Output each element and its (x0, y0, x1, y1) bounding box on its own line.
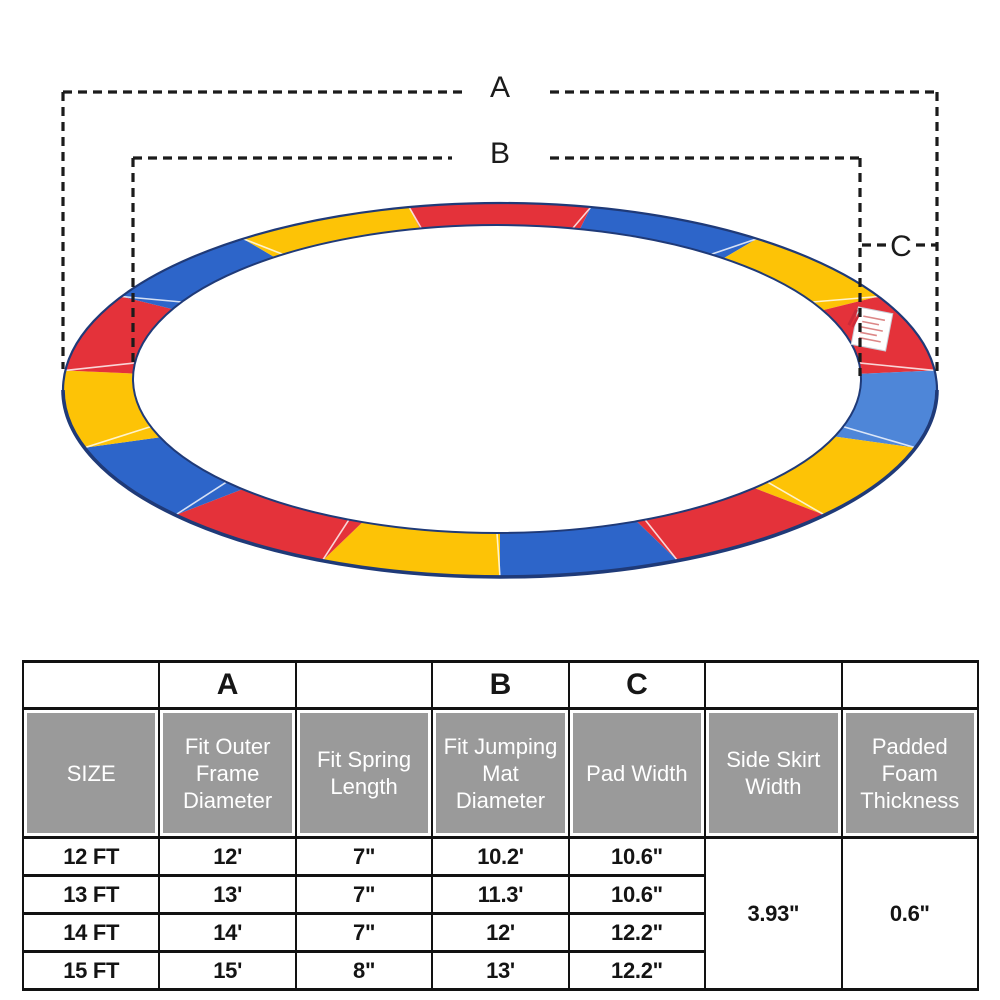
letter-cell-c: C (567, 660, 707, 710)
letter-cell-a: A (158, 660, 297, 710)
cell-mat-diameter: 10.2' (431, 836, 570, 877)
cell-spring-length: 7" (294, 874, 434, 915)
column-header-size: SIZE (21, 707, 161, 839)
column-header-padded-foam-thickness: Padded Foam Thickness (840, 707, 980, 839)
table-row-12ft: 12 FT 12' 7" 10.2' 10.6" 3.93" 0.6" (21, 836, 980, 991)
tag-text-line (861, 326, 883, 332)
cell-mat-diameter: 12' (431, 912, 570, 953)
dimension-label-a: A (490, 71, 510, 104)
segment-seam (858, 362, 935, 372)
tag-text-line (858, 336, 881, 343)
segment-seam (321, 519, 350, 562)
cell-spring-length: 7" (294, 912, 434, 953)
segment-seam (174, 481, 227, 516)
cell-pad-width: 10.6" (567, 874, 707, 915)
segment-seam (496, 532, 501, 578)
letter-cell-blank (704, 660, 843, 710)
table-row-14ft: 14 FT 14' 7" 12' 12.2" (21, 912, 978, 953)
cell-pad-width: 10.6" (567, 836, 707, 877)
cell-size: 14 FT (21, 912, 161, 953)
column-header-row: SIZE Fit Outer Frame Diameter Fit Spring… (21, 707, 980, 839)
column-header-mat-diameter: Fit Jumping Mat Diameter (431, 707, 570, 839)
segment-seam (242, 237, 284, 256)
dimension-label-b: B (490, 137, 510, 170)
cell-padded-foam-thickness: 0.6" (840, 836, 980, 991)
pad-bottom-edge (61, 389, 939, 579)
segment-seam (812, 295, 879, 303)
pad-inner-edge (132, 224, 862, 534)
cell-pad-width: 12.2" (567, 950, 707, 991)
letter-cell-blank (840, 660, 980, 710)
tag-text-line (863, 315, 886, 322)
table-row-13ft: 13 FT 13' 7" 11.3' 10.6" (21, 874, 978, 915)
cell-outer-frame: 12' (158, 836, 297, 877)
letter-cell-blank (294, 660, 434, 710)
cell-outer-frame: 13' (158, 874, 297, 915)
segment-seam (65, 362, 136, 372)
column-header-spring-length: Fit Spring Length (294, 707, 434, 839)
spec-table: A B C SIZE Fit Outer Frame Diameter Fit … (21, 660, 980, 991)
cell-size: 12 FT (21, 836, 161, 877)
cell-mat-diameter: 13' (431, 950, 570, 991)
tag-red-stripe (847, 309, 858, 326)
pad-inner-hole (133, 225, 861, 533)
cell-outer-frame: 15' (158, 950, 297, 991)
cell-spring-length: 7" (294, 836, 434, 877)
segment-seam (644, 519, 679, 562)
segment-seam (710, 237, 758, 256)
cell-outer-frame: 14' (158, 912, 297, 953)
segment-seam (572, 206, 592, 229)
tag-text-line (862, 320, 880, 326)
segment-seam (767, 481, 826, 516)
letter-cell-b: B (431, 660, 570, 710)
cell-size: 15 FT (21, 950, 161, 991)
spec-table-container: A B C SIZE Fit Outer Frame Diameter Fit … (21, 660, 980, 991)
letter-header-row: A B C (21, 660, 980, 710)
column-header-pad-width: Pad Width (567, 707, 707, 839)
tag-text-line (860, 331, 877, 337)
segment-seam (408, 206, 423, 229)
cell-size: 13 FT (21, 874, 161, 915)
letter-cell-blank (21, 660, 161, 710)
tag-red-stripe (851, 313, 861, 328)
cell-spring-length: 8" (294, 950, 434, 991)
column-header-side-skirt-width: Side Skirt Width (704, 707, 843, 839)
cell-pad-width: 12.2" (567, 912, 707, 953)
table-row-15ft: 15 FT 15' 8" 13' 12.2" (21, 950, 978, 991)
cell-mat-diameter: 11.3' (431, 874, 570, 915)
trampoline-pad-diagram: AB C (61, 71, 939, 579)
column-header-outer-frame-diameter: Fit Outer Frame Diameter (158, 707, 297, 839)
segment-seam (84, 425, 152, 449)
cell-side-skirt-width: 3.93" (704, 836, 843, 991)
segment-seam (842, 425, 916, 449)
dimension-label-c: C (890, 230, 912, 263)
